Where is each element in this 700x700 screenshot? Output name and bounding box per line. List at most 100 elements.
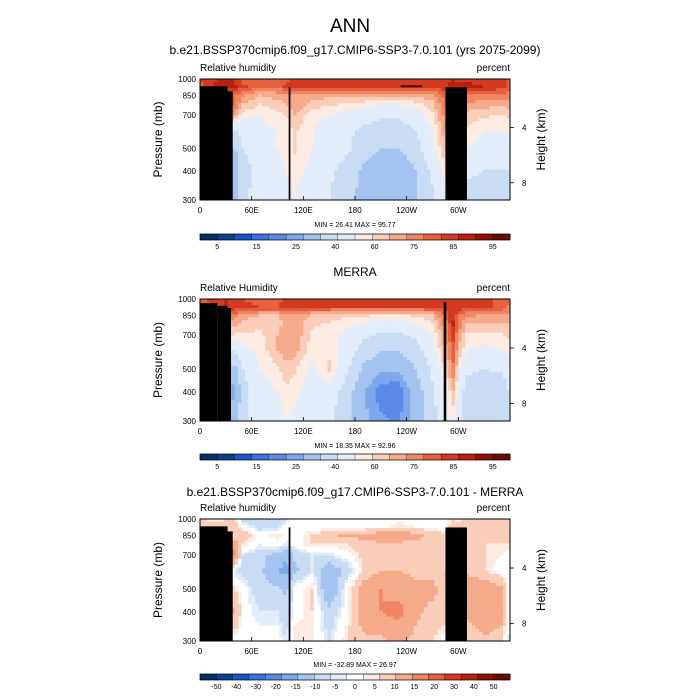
contour-cell (410, 82, 415, 86)
contour-cell (430, 332, 435, 337)
contour-cell (237, 187, 242, 192)
y-tick-label: 500 (183, 145, 197, 154)
contour-cell (234, 94, 239, 98)
contour-cell (262, 154, 267, 159)
contour-cell (358, 139, 363, 144)
contour-cell (320, 341, 325, 346)
contour-cell (299, 136, 304, 141)
contour-cell (396, 142, 401, 147)
contour-cell (248, 166, 253, 171)
contour-cell (503, 187, 508, 192)
contour-cell (231, 341, 236, 346)
contour-cell (317, 103, 322, 107)
contour-cell (441, 139, 446, 144)
contour-cell (461, 85, 466, 89)
contour-cell (241, 193, 246, 198)
contour-cell (358, 121, 363, 125)
contour-cell (423, 335, 428, 340)
contour-cell (317, 160, 322, 165)
contour-cell (496, 121, 501, 125)
contour-cell (389, 133, 394, 138)
contour-cell (272, 145, 277, 150)
contour-cell (237, 196, 242, 200)
contour-cell (465, 79, 470, 83)
contour-cell (479, 187, 484, 192)
contour-cell (296, 196, 301, 200)
contour-cell (475, 323, 480, 328)
contour-cell (341, 299, 346, 303)
contour-cell (372, 181, 377, 186)
contour-cell (320, 187, 325, 192)
contour-cell (320, 172, 325, 177)
contour-cell (361, 79, 366, 83)
contour-cell (420, 88, 425, 92)
contour-cell (303, 106, 308, 110)
contour-cell (358, 118, 363, 122)
contour-cell (324, 184, 329, 189)
contour-cell (417, 112, 422, 116)
contour-cell (437, 184, 442, 189)
contour-cell (427, 145, 432, 150)
contour-cell (344, 166, 349, 171)
contour-cell (361, 130, 366, 135)
contour-cell (399, 100, 404, 104)
contour-cell (334, 133, 339, 138)
contour-cell (296, 124, 301, 129)
contour-cell (417, 118, 422, 122)
contour-cell (293, 97, 298, 101)
contour-cell (317, 106, 322, 110)
contour-cell (496, 166, 501, 171)
contour-cell (375, 193, 380, 198)
contour-cell (327, 100, 332, 104)
contour-cell (330, 118, 335, 122)
contour-cell (348, 124, 353, 129)
contour-cell (399, 311, 404, 315)
contour-cell (382, 88, 387, 92)
contour-cell (485, 326, 490, 331)
contour-cell (403, 103, 408, 107)
contour-cell (355, 94, 360, 98)
contour-cell (286, 178, 291, 183)
contour-cell (310, 326, 315, 331)
contour-cell (286, 302, 291, 306)
contour-cell (272, 187, 277, 192)
contour-cell (437, 196, 442, 200)
contour-cell (499, 142, 504, 147)
contour-cell (237, 193, 242, 198)
panel-2-variable-label: Relative Humidity (200, 283, 278, 294)
contour-cell (368, 148, 373, 153)
contour-cell (341, 187, 346, 192)
contour-cell (334, 106, 339, 110)
contour-cell (327, 169, 332, 174)
contour-cell (482, 115, 487, 119)
contour-cell (392, 112, 397, 116)
x-tick-label: 180 (348, 206, 362, 215)
contour-cell (272, 341, 277, 346)
contour-cell (403, 157, 408, 162)
contour-cell (234, 157, 239, 162)
contour-cell (485, 100, 490, 104)
contour-cell (244, 100, 249, 104)
contour-cell (406, 160, 411, 165)
contour-cell (337, 106, 342, 110)
contour-cell (327, 103, 332, 107)
contour-cell (379, 151, 384, 156)
contour-cell (368, 94, 373, 98)
contour-cell (485, 332, 490, 337)
contour-cell (365, 79, 370, 83)
contour-cell (420, 190, 425, 195)
contour-cell (420, 166, 425, 171)
contour-cell (427, 187, 432, 192)
contour-cell (296, 305, 301, 309)
contour-cell (296, 317, 301, 321)
contour-cell (489, 115, 494, 119)
contour-cell (479, 148, 484, 153)
contour-cell (479, 91, 484, 95)
contour-cell (482, 326, 487, 331)
contour-cell (279, 302, 284, 306)
contour-cell (492, 317, 497, 321)
contour-cell (231, 139, 236, 144)
contour-cell (255, 196, 260, 200)
contour-cell (410, 94, 415, 98)
contour-cell (472, 166, 477, 171)
